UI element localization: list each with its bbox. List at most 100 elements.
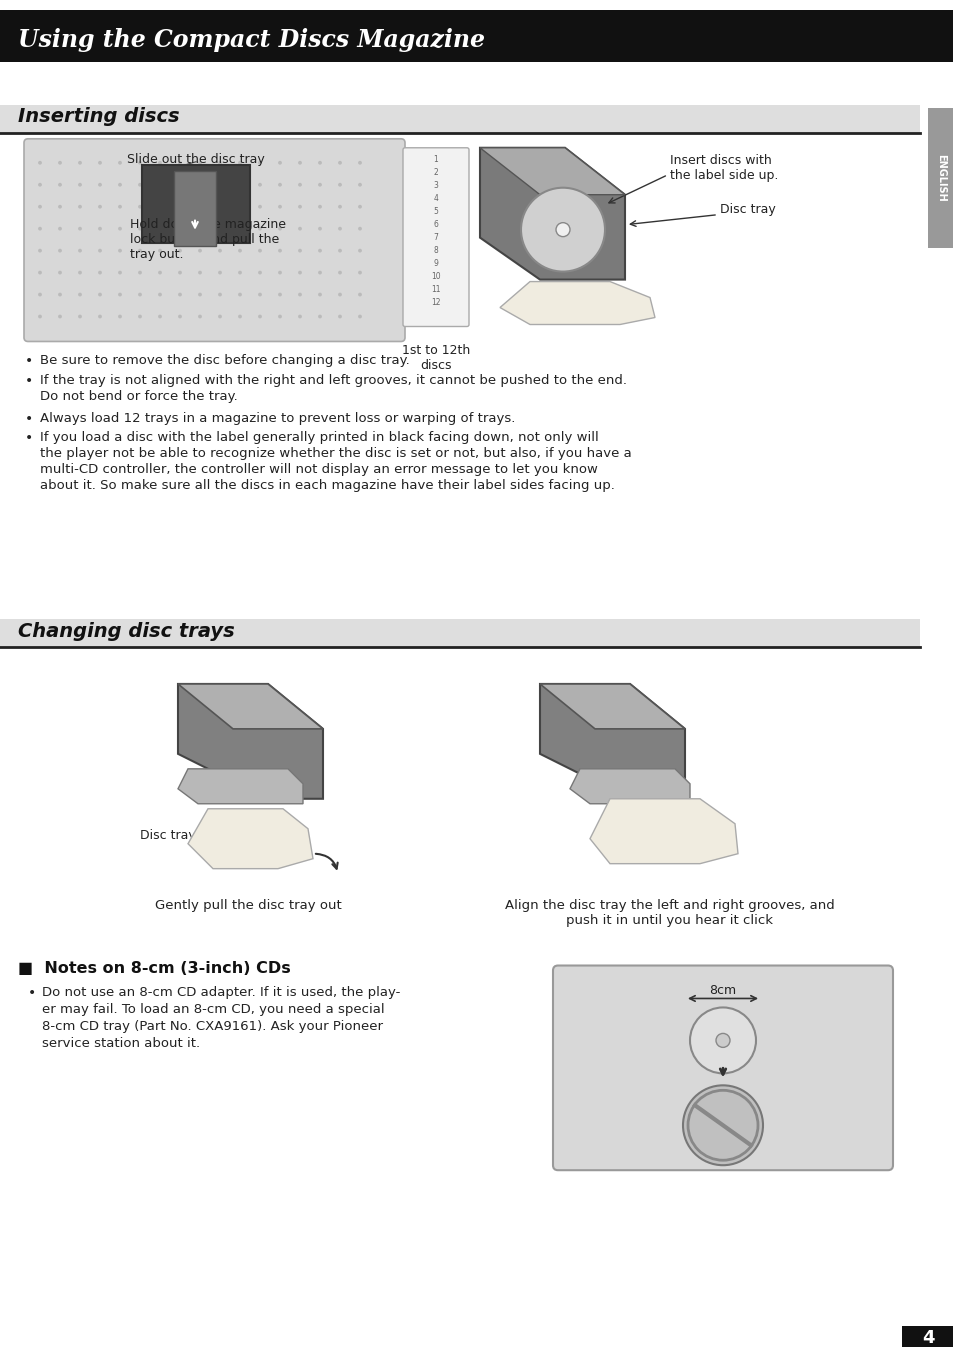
Circle shape (119, 293, 121, 295)
Circle shape (39, 162, 41, 165)
Circle shape (258, 316, 261, 318)
Circle shape (39, 316, 41, 318)
Circle shape (198, 228, 201, 229)
Text: Slide out the disc tray: Slide out the disc tray (127, 154, 265, 166)
Polygon shape (178, 769, 303, 804)
Circle shape (79, 316, 81, 318)
Circle shape (119, 162, 121, 165)
Circle shape (358, 183, 361, 186)
Circle shape (39, 250, 41, 252)
Circle shape (158, 228, 161, 229)
Circle shape (318, 316, 321, 318)
Text: •: • (28, 986, 36, 1001)
Circle shape (158, 316, 161, 318)
Text: Do not use an 8-cm CD adapter. If it is used, the play-: Do not use an 8-cm CD adapter. If it is … (42, 986, 400, 1000)
Text: ENGLISH: ENGLISH (935, 154, 945, 201)
Circle shape (138, 293, 141, 295)
Circle shape (318, 271, 321, 274)
Circle shape (178, 205, 181, 208)
Circle shape (278, 250, 281, 252)
Circle shape (238, 316, 241, 318)
Text: •: • (25, 432, 33, 445)
Circle shape (218, 271, 221, 274)
Text: service station about it.: service station about it. (42, 1037, 200, 1051)
Circle shape (258, 293, 261, 295)
Text: ■  Notes on 8-cm (3-inch) CDs: ■ Notes on 8-cm (3-inch) CDs (18, 960, 291, 975)
Circle shape (178, 250, 181, 252)
Circle shape (318, 162, 321, 165)
Text: Disc tray: Disc tray (140, 828, 195, 842)
Circle shape (158, 250, 161, 252)
Text: 3: 3 (433, 181, 438, 190)
Text: 4: 4 (921, 1329, 933, 1346)
Text: multi-CD controller, the controller will not display an error message to let you: multi-CD controller, the controller will… (40, 463, 598, 476)
Circle shape (138, 205, 141, 208)
FancyBboxPatch shape (402, 148, 469, 326)
Circle shape (119, 250, 121, 252)
Circle shape (298, 316, 301, 318)
Circle shape (358, 162, 361, 165)
Circle shape (59, 250, 61, 252)
FancyBboxPatch shape (927, 108, 953, 248)
Text: 11: 11 (431, 285, 440, 294)
Circle shape (39, 271, 41, 274)
Circle shape (59, 228, 61, 229)
Circle shape (138, 316, 141, 318)
FancyBboxPatch shape (142, 165, 250, 243)
Text: Disc tray: Disc tray (720, 204, 775, 216)
Circle shape (258, 205, 261, 208)
Polygon shape (499, 282, 655, 325)
Circle shape (338, 316, 341, 318)
Circle shape (178, 183, 181, 186)
Circle shape (298, 205, 301, 208)
Text: 9: 9 (433, 259, 438, 268)
Circle shape (278, 271, 281, 274)
Circle shape (158, 293, 161, 295)
Circle shape (298, 250, 301, 252)
Polygon shape (479, 148, 624, 194)
Text: 8-cm CD tray (Part No. CXA9161). Ask your Pioneer: 8-cm CD tray (Part No. CXA9161). Ask you… (42, 1020, 382, 1033)
Circle shape (138, 228, 141, 229)
Circle shape (258, 162, 261, 165)
Circle shape (198, 205, 201, 208)
Circle shape (79, 228, 81, 229)
Circle shape (298, 162, 301, 165)
Circle shape (278, 228, 281, 229)
Circle shape (39, 228, 41, 229)
Circle shape (556, 223, 569, 236)
Circle shape (59, 162, 61, 165)
Circle shape (158, 271, 161, 274)
Polygon shape (901, 1326, 953, 1346)
Circle shape (298, 293, 301, 295)
Text: Insert discs with
the label side up.: Insert discs with the label side up. (669, 154, 778, 182)
Circle shape (39, 293, 41, 295)
Circle shape (198, 271, 201, 274)
Circle shape (338, 205, 341, 208)
Circle shape (318, 293, 321, 295)
Circle shape (119, 205, 121, 208)
Circle shape (99, 293, 101, 295)
Circle shape (258, 183, 261, 186)
Circle shape (238, 293, 241, 295)
Text: 8: 8 (434, 246, 438, 255)
Circle shape (178, 162, 181, 165)
Circle shape (218, 162, 221, 165)
Circle shape (138, 250, 141, 252)
Circle shape (198, 250, 201, 252)
Circle shape (119, 271, 121, 274)
Circle shape (682, 1086, 762, 1166)
Polygon shape (539, 684, 684, 728)
Circle shape (358, 271, 361, 274)
Circle shape (358, 250, 361, 252)
Circle shape (119, 183, 121, 186)
Text: 1st to 12th
discs: 1st to 12th discs (401, 344, 470, 372)
Circle shape (278, 162, 281, 165)
Text: •: • (25, 413, 33, 426)
Circle shape (278, 316, 281, 318)
Circle shape (218, 205, 221, 208)
Text: If you load a disc with the label generally printed in black facing down, not on: If you load a disc with the label genera… (40, 432, 598, 444)
Circle shape (178, 293, 181, 295)
Circle shape (178, 228, 181, 229)
Circle shape (358, 205, 361, 208)
Circle shape (198, 162, 201, 165)
